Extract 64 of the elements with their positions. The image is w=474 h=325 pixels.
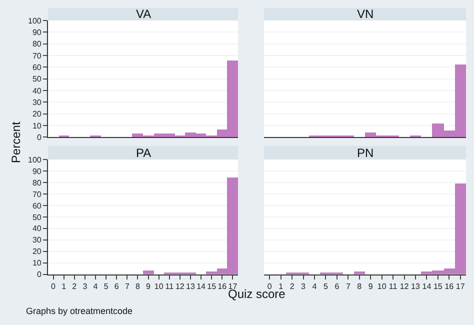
x-tick-label: 11 — [165, 282, 174, 291]
y-tick-label: 60 — [32, 201, 42, 210]
text: Graphs by otreatmentcode — [26, 306, 133, 316]
x-tick-label: 0 — [267, 282, 272, 291]
chart-title: VA — [136, 7, 152, 21]
y-tick-label: 0 — [36, 270, 42, 280]
x-tick-label: 14 — [196, 282, 206, 291]
x-tick-label: 2 — [72, 282, 78, 291]
y-tick-label: 20 — [32, 110, 42, 119]
chart-title: VN — [357, 7, 374, 21]
chart-title: PA — [136, 146, 152, 160]
x-tick-label: 8 — [135, 282, 140, 291]
y-tick-label: 60 — [32, 63, 42, 72]
x-tick-label: 7 — [124, 282, 130, 291]
x-tick-label: 15 — [433, 282, 443, 291]
x-tick-label: 1 — [62, 282, 67, 291]
y-tick-label: 40 — [32, 224, 42, 234]
y-tick-label: 100 — [28, 155, 42, 164]
y-tick-label: 80 — [32, 178, 42, 188]
x-tick-label: 16 — [218, 282, 228, 291]
x-tick-label: 12 — [175, 282, 185, 291]
y-tick-label: 50 — [32, 74, 42, 84]
y-tick-label: 50 — [32, 212, 42, 222]
x-tick-label: 16 — [444, 282, 454, 291]
x-tick-label: 10 — [154, 282, 164, 291]
x-tick-label: 6 — [114, 282, 120, 291]
x-tick-label: 7 — [346, 282, 351, 291]
x-tick-label: 12 — [400, 282, 410, 291]
x-tick-label: 0 — [51, 282, 56, 291]
x-tick-label: 17 — [228, 282, 238, 291]
x-tick-label: 1 — [278, 282, 284, 291]
x-tick-label: 13 — [411, 282, 420, 291]
y-tick-label: 90 — [32, 28, 42, 37]
x-tick-label: 9 — [146, 282, 152, 291]
x-tick-label: 11 — [388, 282, 398, 291]
y-tick-label: 40 — [32, 86, 42, 96]
y-tick-label: 0 — [36, 133, 42, 142]
y-tick-label: 20 — [32, 247, 42, 256]
y-tick-label: 10 — [32, 121, 42, 130]
x-tick-label: 8 — [357, 282, 362, 291]
y-tick-label: 70 — [32, 51, 42, 60]
y-tick-label: 70 — [32, 190, 42, 199]
chart-title: PN — [357, 146, 374, 160]
x-tick-label: 2 — [290, 282, 295, 291]
x-tick-label: 5 — [104, 282, 109, 291]
x-tick-label: 3 — [301, 282, 306, 291]
y-tick-label: 100 — [28, 16, 42, 26]
y-axis-title: Percent — [8, 121, 23, 164]
x-tick-label: 5 — [323, 282, 328, 291]
x-tick-label: 9 — [368, 282, 374, 291]
x-tick-label: 3 — [82, 282, 88, 291]
y-tick-label: 10 — [32, 258, 42, 268]
x-tick-label: 10 — [377, 282, 387, 291]
x-tick-label: 14 — [422, 282, 432, 291]
x-tick-label: 13 — [186, 282, 196, 291]
x-tick-label: 6 — [334, 282, 340, 291]
x-tick-label: 15 — [207, 282, 217, 291]
y-tick-label: 90 — [32, 166, 42, 176]
x-tick-label: 4 — [93, 282, 98, 291]
y-tick-label: 30 — [32, 98, 42, 107]
y-tick-label: 80 — [32, 40, 42, 49]
y-tick-label: 30 — [32, 236, 42, 245]
x-tick-label: 17 — [456, 282, 466, 291]
x-tick-label: 4 — [312, 282, 318, 291]
